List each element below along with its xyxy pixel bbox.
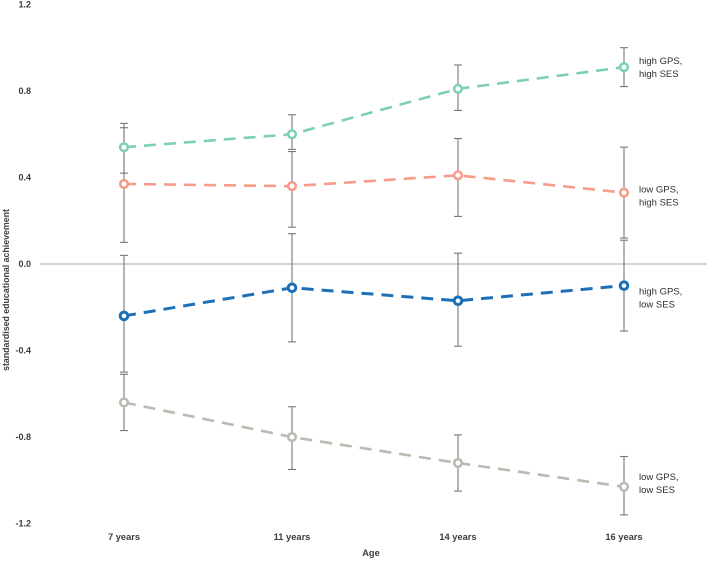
data-point-marker bbox=[286, 181, 298, 192]
data-point-marker bbox=[286, 129, 298, 140]
data-point-marker bbox=[452, 83, 464, 94]
series-label: low SES bbox=[639, 485, 675, 496]
x-tick-label: 14 years bbox=[439, 532, 476, 542]
series-line bbox=[123, 174, 625, 194]
data-point-marker bbox=[618, 481, 630, 492]
y-tick-label: 0.0 bbox=[18, 259, 31, 269]
y-tick-label: 1.2 bbox=[18, 0, 31, 9]
data-point-marker bbox=[618, 280, 630, 291]
series-label: low SES bbox=[639, 300, 675, 311]
data-point-marker bbox=[452, 170, 464, 181]
series-line bbox=[123, 65, 625, 149]
series-label: low GPS, bbox=[639, 472, 679, 483]
x-tick-label: 7 years bbox=[108, 532, 140, 542]
y-tick-label: 0.4 bbox=[18, 172, 31, 182]
x-tick-label: 11 years bbox=[274, 532, 311, 542]
y-axis-title: standardised educational achievement bbox=[1, 209, 11, 371]
series-label: high GPS, bbox=[639, 287, 682, 298]
series-line bbox=[123, 401, 625, 489]
x-axis-title: Age bbox=[362, 548, 380, 558]
data-point-marker bbox=[618, 187, 630, 198]
y-tick-label: -0.8 bbox=[15, 432, 31, 442]
data-point-marker bbox=[618, 62, 630, 73]
series-label: low GPS, bbox=[639, 185, 679, 196]
data-point-marker bbox=[118, 178, 130, 190]
series-line bbox=[123, 284, 625, 318]
data-point-marker bbox=[452, 295, 464, 307]
data-point-marker bbox=[286, 431, 298, 443]
y-tick-label: -0.4 bbox=[15, 346, 31, 356]
y-tick-label: -1.2 bbox=[15, 519, 31, 529]
data-point-marker bbox=[118, 142, 130, 153]
data-point-marker bbox=[286, 282, 298, 294]
series-label: high SES bbox=[639, 198, 679, 209]
series-label: high SES bbox=[639, 69, 679, 80]
data-point-marker bbox=[452, 457, 464, 469]
series-label: high GPS, bbox=[639, 56, 682, 67]
data-point-marker bbox=[118, 310, 130, 322]
y-tick-label: 0.8 bbox=[18, 86, 31, 96]
x-tick-label: 16 years bbox=[605, 532, 642, 542]
data-point-marker bbox=[118, 397, 130, 408]
